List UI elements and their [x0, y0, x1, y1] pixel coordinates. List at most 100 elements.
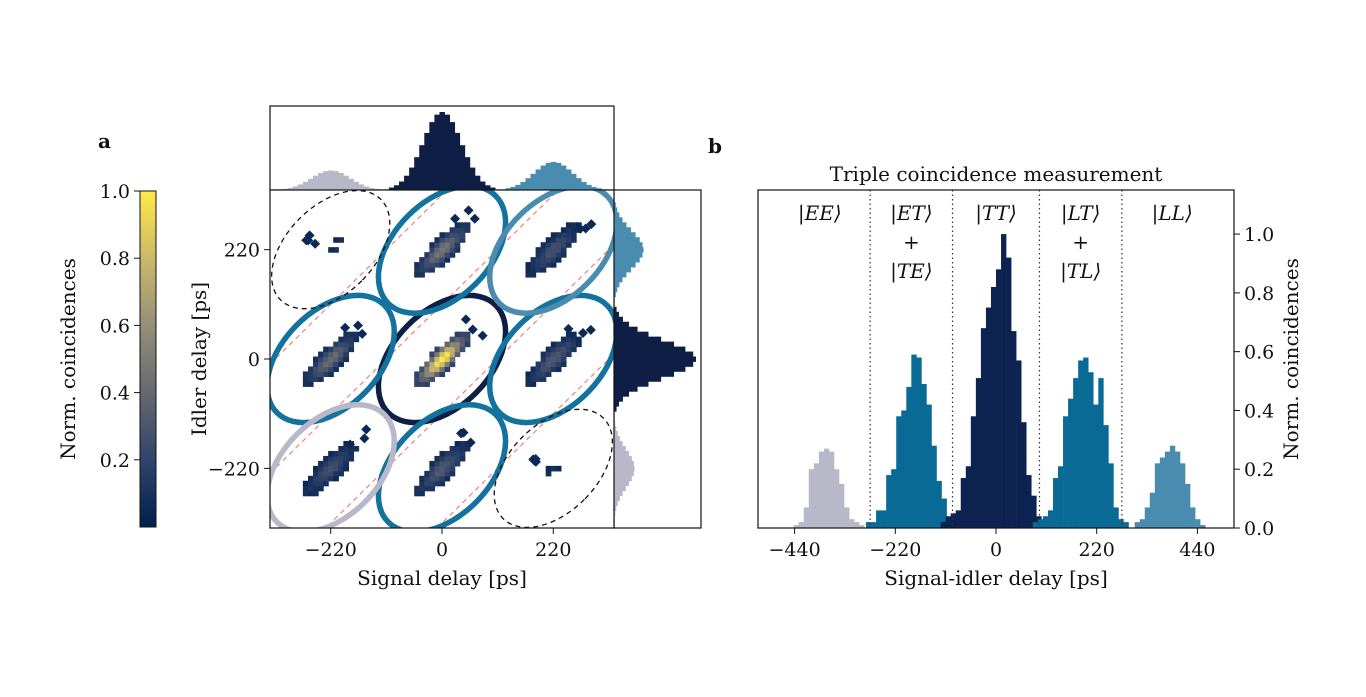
- marginal-top-bar: [439, 112, 445, 190]
- marginal-top-bar: [287, 187, 294, 190]
- histogram-bar: [936, 480, 942, 528]
- x-tick-label: 0: [436, 539, 448, 561]
- heatmap-cell: [434, 257, 441, 263]
- heatmap-cell: [302, 480, 309, 487]
- heatmap-cell: [571, 232, 577, 238]
- histogram-bar: [1134, 522, 1141, 528]
- heatmap-cell: [545, 237, 552, 243]
- heatmap-outlier: [528, 454, 539, 465]
- heatmap-cell: [550, 237, 557, 243]
- histogram-bar: [1011, 331, 1017, 528]
- heatmap-cell: [449, 445, 456, 452]
- marginal-right-bar: [614, 202, 616, 208]
- histogram-bar: [859, 525, 865, 528]
- heatmap-cell: [560, 247, 567, 253]
- heatmap-cell: [323, 356, 329, 363]
- heatmap-outlier: [477, 330, 488, 341]
- marginal-right-bar: [614, 510, 616, 516]
- heatmap-cell: [338, 455, 344, 462]
- heatmap-cell: [565, 222, 572, 228]
- heatmap-cell: [333, 247, 339, 253]
- histogram-series: [793, 448, 865, 528]
- marginal-top-bar: [393, 185, 400, 190]
- histogram-bar: [965, 466, 972, 528]
- heatmap-outlier: [301, 235, 312, 246]
- region-label: +: [1072, 230, 1089, 254]
- histogram-bar: [945, 516, 951, 528]
- marginal-top-bar: [343, 175, 349, 190]
- heatmap-cell: [555, 232, 562, 238]
- heatmap-cell: [454, 222, 461, 228]
- marginal-top-bar: [469, 167, 476, 190]
- heatmap-cell: [439, 356, 446, 363]
- heatmap-cell: [343, 346, 350, 353]
- histogram-bar: [1088, 372, 1094, 528]
- marginal-top-bar: [434, 114, 440, 190]
- marginal-right-bar: [614, 381, 649, 387]
- cluster-ring: [270, 402, 398, 528]
- heatmap-cell: [343, 450, 350, 457]
- heatmap-cell: [318, 485, 324, 492]
- heatmap-cell: [444, 351, 451, 358]
- marginal-right-bar: [614, 227, 631, 233]
- heatmap-cell: [530, 371, 537, 377]
- histogram-bar: [881, 510, 887, 528]
- heatmap-cell: [424, 257, 430, 263]
- marginal-top-bar: [338, 173, 344, 190]
- heatmap-cell: [454, 455, 461, 462]
- marginal-top-bar: [358, 184, 364, 190]
- heatmap-cell: [434, 247, 441, 253]
- heatmap-outlier: [467, 324, 478, 335]
- heatmap-cell: [444, 470, 451, 477]
- heatmap-cell: [434, 351, 441, 358]
- heatmap-cell: [434, 356, 441, 363]
- marginal-right-bar: [614, 480, 630, 487]
- heatmap-cell: [545, 361, 552, 368]
- heatmap-cluster: [414, 314, 488, 387]
- heatmap-outlier: [563, 323, 574, 334]
- heatmap-cell: [424, 371, 430, 377]
- heatmap-cell: [323, 371, 329, 377]
- heatmap-cell: [525, 371, 532, 377]
- y-tick-label: 0.8: [1244, 283, 1274, 305]
- heatmap-cell: [307, 475, 314, 482]
- marginal-right-bar: [614, 505, 617, 512]
- heatmap-cell: [535, 371, 542, 377]
- heatmap-cell: [449, 336, 456, 343]
- marginal-top-bar: [576, 178, 582, 190]
- heatmap-cell: [338, 460, 344, 467]
- heatmap-cell: [439, 351, 446, 358]
- heatmap-outlier: [580, 223, 591, 234]
- heatmap-cell: [459, 227, 466, 233]
- marginal-top-bar: [596, 188, 602, 190]
- heatmap-cell: [449, 252, 456, 258]
- heatmap-cluster: [525, 323, 596, 387]
- histogram-bar: [1200, 525, 1206, 528]
- heatmap-cell: [444, 366, 451, 373]
- heatmap-cell: [419, 381, 425, 387]
- marginal-right: [613, 189, 702, 529]
- heatmap-cell: [302, 485, 309, 492]
- heatmap-cell: [313, 480, 319, 487]
- heatmap-cell: [530, 272, 537, 278]
- heatmap-cell: [343, 331, 350, 338]
- heatmap-outlier: [586, 219, 597, 230]
- x-tick-label: 440: [1179, 539, 1215, 561]
- marginal-right-bar: [614, 465, 635, 472]
- histogram-bar: [1118, 519, 1124, 528]
- histogram-bar: [1190, 507, 1196, 528]
- marginal-right-bar: [614, 321, 630, 328]
- histogram-bar: [866, 522, 872, 528]
- cluster-ring: [375, 402, 509, 528]
- heatmap-cell: [307, 490, 314, 497]
- histogram-bar: [1042, 516, 1049, 528]
- marginal-right-bar: [614, 421, 616, 427]
- heatmap-cell: [439, 346, 446, 353]
- heatmap-cell: [348, 450, 355, 457]
- heatmap-cell: [333, 237, 339, 243]
- marginal-top-bar: [535, 169, 542, 190]
- heatmap-cell: [313, 485, 319, 492]
- heatmap-cell: [550, 242, 557, 248]
- marginal-right-bar: [614, 361, 694, 367]
- marginal-right-bar: [614, 242, 643, 248]
